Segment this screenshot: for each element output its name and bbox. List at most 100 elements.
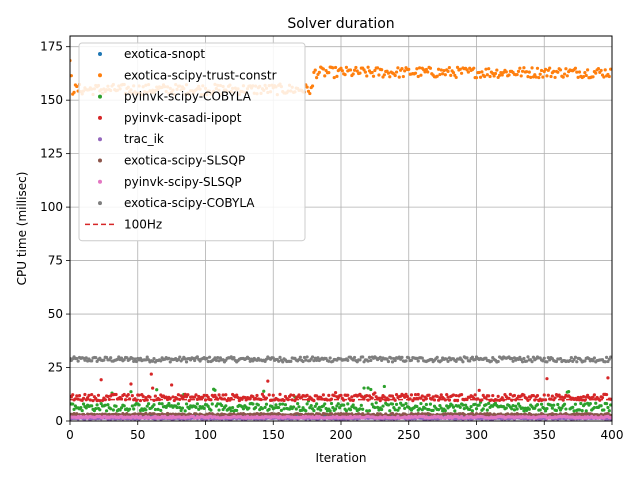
data-point [442,69,446,73]
legend-label: pyinvk-scipy-COBYLA [124,90,252,104]
data-point [427,393,431,397]
data-point [550,406,554,410]
data-point [327,393,331,397]
data-point [577,408,582,412]
data-point [259,397,263,402]
legend-marker [98,52,102,56]
data-point [451,393,456,397]
data-point [76,359,80,363]
data-point [182,395,186,399]
data-point [224,393,228,397]
data-point [487,394,491,398]
data-point [109,356,113,360]
data-point [262,389,266,393]
data-point [86,396,90,400]
data-point [550,394,554,398]
data-point [98,408,102,412]
data-point [553,396,557,400]
data-point [496,394,500,398]
data-point [572,409,576,413]
data-point [361,355,365,359]
data-point [416,74,420,79]
data-point [454,75,458,80]
data-point [289,393,293,397]
data-point [512,408,517,412]
legend-marker [98,137,102,142]
data-point [580,409,584,413]
data-point [71,402,75,406]
data-point [176,357,180,362]
data-point [428,402,433,406]
data-point [354,406,358,410]
data-point [152,403,156,407]
data-point [576,75,580,79]
data-point [439,359,443,363]
data-point [545,74,549,78]
data-point [298,355,302,359]
data-point [531,393,536,398]
legend: exotica-snopt exotica-scipy-trust-constr p… [78,42,306,242]
data-point [596,67,601,71]
data-point [571,405,575,409]
legend-label: exotica-snopt [124,47,205,61]
data-point [210,402,214,406]
data-point [381,404,385,408]
data-point [358,358,362,362]
data-point [195,355,199,359]
data-point [279,408,283,412]
data-point [468,407,472,412]
data-point [130,404,134,408]
data-point [262,394,266,399]
y-tick-label: 75 [48,254,63,268]
data-point [321,393,325,397]
data-point [122,392,126,397]
data-point [319,408,323,412]
data-point [538,72,542,76]
data-point [213,393,217,397]
data-point [447,404,451,409]
data-point [553,75,557,80]
data-point [352,355,357,360]
data-point [522,393,526,397]
data-point [217,393,221,397]
legend-label: exotica-scipy-COBYLA [124,196,255,210]
data-point [592,393,596,397]
data-point [390,402,395,406]
data-point [75,394,79,398]
data-point [327,70,331,75]
data-point [144,395,148,400]
data-point [132,407,136,411]
data-point [184,402,189,406]
data-point [522,66,526,70]
data-point [525,359,529,363]
data-point [445,392,449,397]
data-point [291,393,296,397]
data-point [400,355,404,360]
data-point [447,66,451,70]
data-point [84,406,88,410]
data-point [562,72,567,76]
data-point [497,73,502,77]
data-point [133,357,137,361]
data-point [297,357,301,362]
data-point [96,393,101,397]
data-point [266,379,270,383]
data-point [545,360,549,364]
data-point [305,85,309,89]
data-point [377,73,381,77]
data-point [409,393,414,397]
data-point [365,394,369,398]
data-point [445,357,449,361]
data-point [606,376,610,380]
data-point [466,70,470,74]
data-point [554,359,559,364]
data-point [544,67,548,71]
data-point [396,66,400,70]
data-point [144,358,148,362]
data-point [386,403,391,407]
data-point [588,402,592,406]
data-point [441,72,445,76]
data-point [484,403,488,407]
data-point [389,356,393,360]
